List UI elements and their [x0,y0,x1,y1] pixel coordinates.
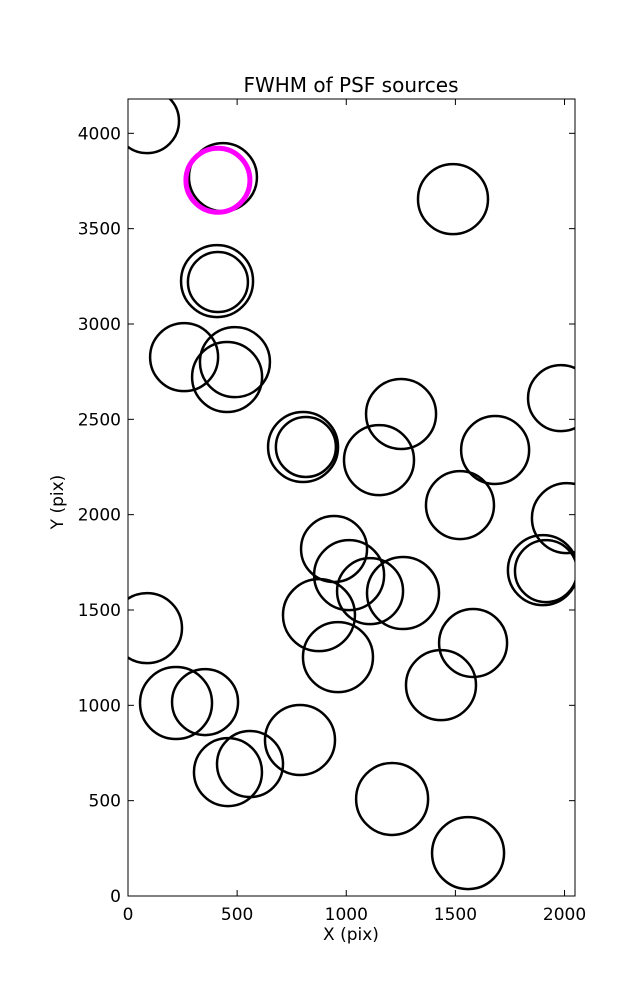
psf-source-circle [430,815,506,891]
psf-source-circle [299,514,369,584]
psf-source-circle [186,250,250,314]
x-axis-label: X (pix) [323,925,379,945]
psf-source-circle [128,99,181,155]
x-tick-label: 1000 [325,905,368,925]
y-tick-label: 2000 [78,506,121,526]
y-tick-label: 1500 [78,601,121,621]
y-tick-label: 500 [89,792,121,812]
psf-source-circle [190,340,264,414]
plot-frame [127,98,576,897]
y-tick-label: 4000 [78,124,121,144]
psf-source-circle [354,761,430,837]
psf-sources-layer [128,99,575,891]
psf-source-circle [263,703,337,777]
x-tick-label: 2000 [543,905,586,925]
ticks-layer: 0 500 1000 1500 2000 0 500 1000 1500 2000 2500 3000… [78,99,586,925]
y-tick-label: 3500 [78,220,121,240]
y-axis-label: Y (pix) [48,475,68,531]
highlighted-psf-source-circle [183,145,253,215]
psf-source-circle [365,555,441,631]
psf-source-circle [513,538,575,604]
psf-source-circle [335,556,405,626]
y-tick-label: 0 [110,887,121,907]
psf-source-circle [138,665,214,741]
psf-source-circle [506,533,575,607]
psf-source-circle [530,481,575,555]
chart-title: FWHM of PSF sources [243,73,458,97]
x-tick-label: 0 [123,905,134,925]
psf-source-circle [281,577,357,653]
psf-source-circle [526,363,575,433]
y-tick-label: 1000 [78,696,121,716]
psf-source-circle [424,469,496,541]
psf-source-circle [266,410,340,484]
psf-source-circle [215,729,285,799]
psf-source-circle [198,325,272,399]
psf-source-circle [364,377,438,451]
y-tick-label: 3000 [78,315,121,335]
psf-source-circle [416,162,490,236]
psf-source-circle [148,321,220,393]
psf-source-circle [170,667,240,737]
psf-source-circle [342,423,416,497]
psf-source-circle [128,591,184,665]
psf-source-circle [179,243,255,319]
x-tick-label: 500 [221,905,253,925]
psf-source-circle [459,414,531,486]
psf-source-circle [301,620,375,694]
psf-source-circle [437,607,509,679]
psf-source-circle [404,648,478,722]
psf-source-circle [312,538,386,612]
x-tick-label: 1500 [434,905,477,925]
psf-source-circle [274,415,338,479]
y-tick-label: 2500 [78,410,121,430]
